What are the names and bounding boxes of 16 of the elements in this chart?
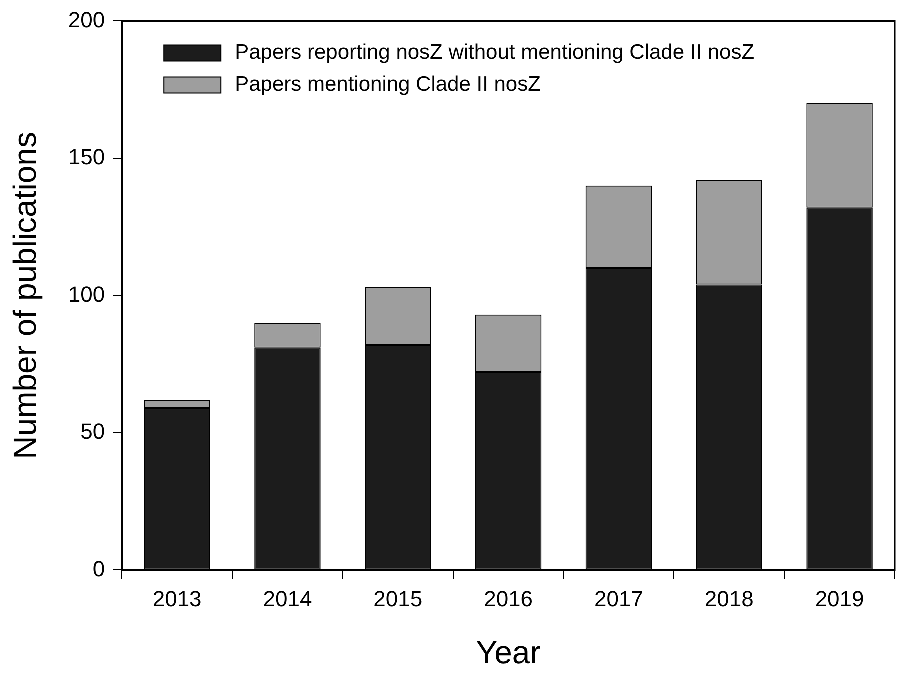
x-tick-label: 2013 — [152, 586, 202, 612]
y-tick-label: 0 — [92, 556, 106, 582]
x-tick-label: 2015 — [374, 586, 423, 612]
y-tick-label: 150 — [68, 144, 106, 170]
y-tick-label: 100 — [68, 282, 106, 307]
x-tick-label: 2019 — [815, 586, 864, 612]
legend-label: Papers mentioning Clade II nosZ — [235, 72, 542, 96]
x-tick-label: 2016 — [484, 586, 534, 612]
y-tick-label: 200 — [68, 7, 106, 32]
y-tick-label: 50 — [80, 419, 106, 444]
y-axis-title: Number of publications — [7, 132, 44, 460]
legend-label: Papers reporting nosZ without mentioning Clade II nosZ — [235, 40, 755, 64]
x-tick-label: 2017 — [594, 586, 644, 612]
x-axis-title: Year — [476, 634, 542, 671]
x-tick-label: 2018 — [704, 586, 754, 612]
x-tick-label: 2014 — [263, 586, 312, 612]
